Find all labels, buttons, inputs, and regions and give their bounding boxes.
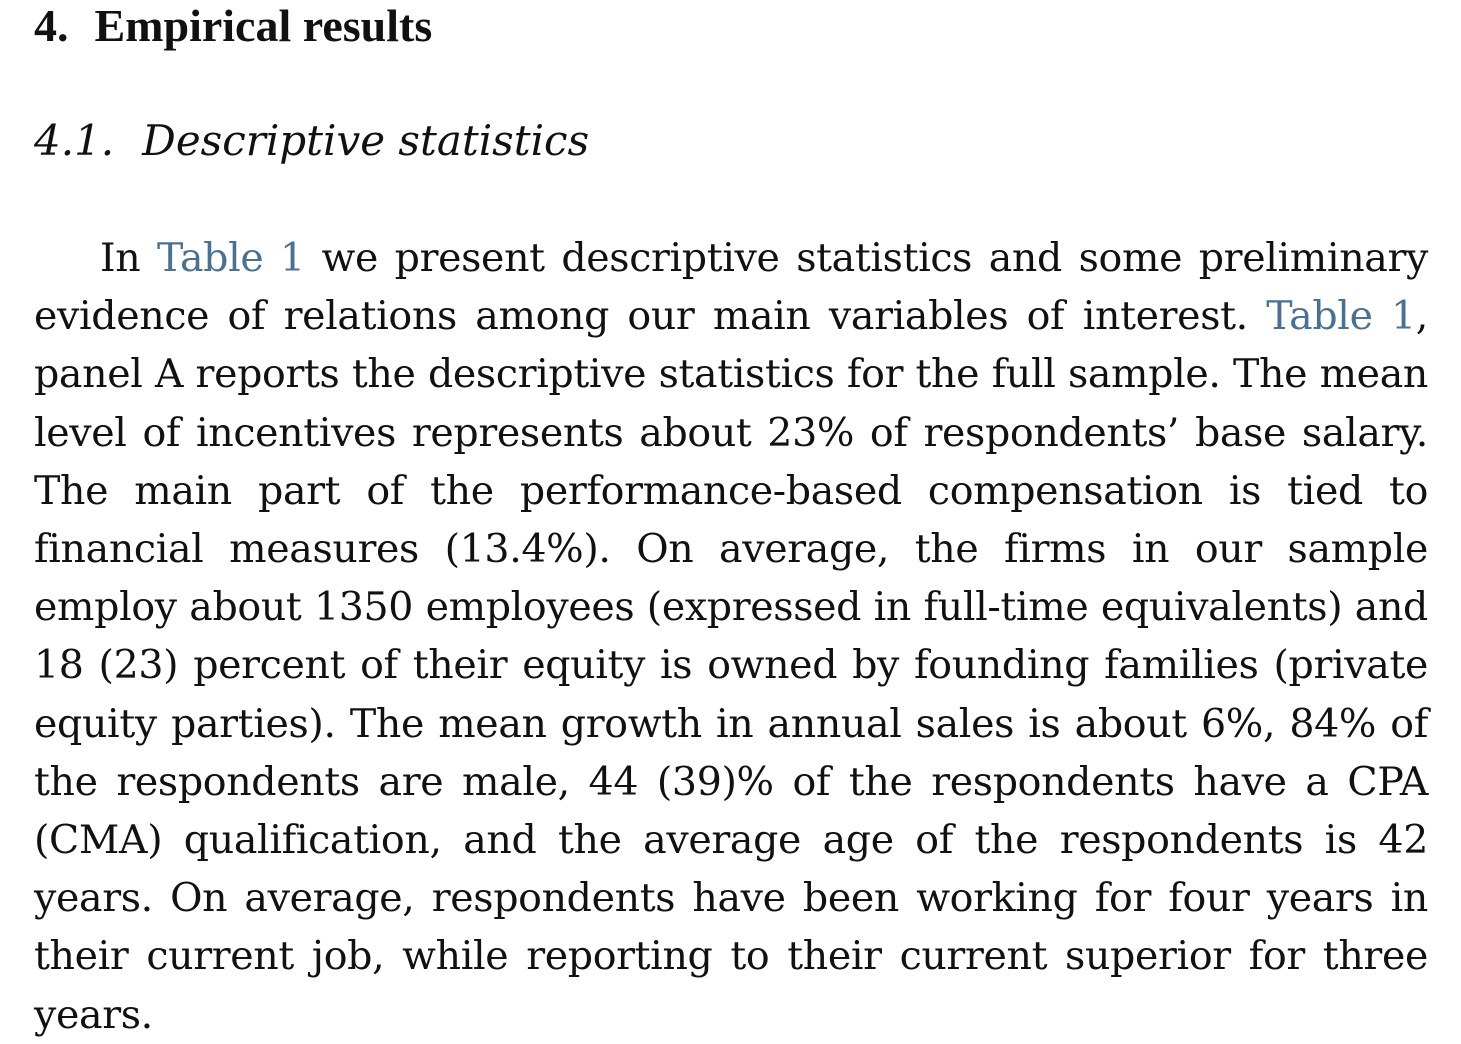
body-paragraph: In Table 1 we present descriptive statis… <box>34 229 1428 1044</box>
subsection-title: Descriptive statistics <box>142 116 590 165</box>
section-number: 4. <box>34 0 69 51</box>
section-title: Empirical results <box>94 0 433 51</box>
paragraph-text: we present descriptive statistics and so… <box>34 235 1428 340</box>
paragraph-text: , panel A reports the descriptive statis… <box>34 293 1428 1038</box>
article-page: 4. Empirical results 4.1. Descriptive st… <box>34 0 1428 1038</box>
subsection-heading: 4.1. Descriptive statistics <box>34 115 589 167</box>
table-1-link[interactable]: Table 1 <box>1266 293 1416 340</box>
section-heading: 4. Empirical results <box>34 0 1428 56</box>
paragraph-text: In <box>100 235 158 281</box>
table-1-link[interactable]: Table 1 <box>157 235 305 281</box>
subsection-number: 4.1. <box>34 116 115 165</box>
